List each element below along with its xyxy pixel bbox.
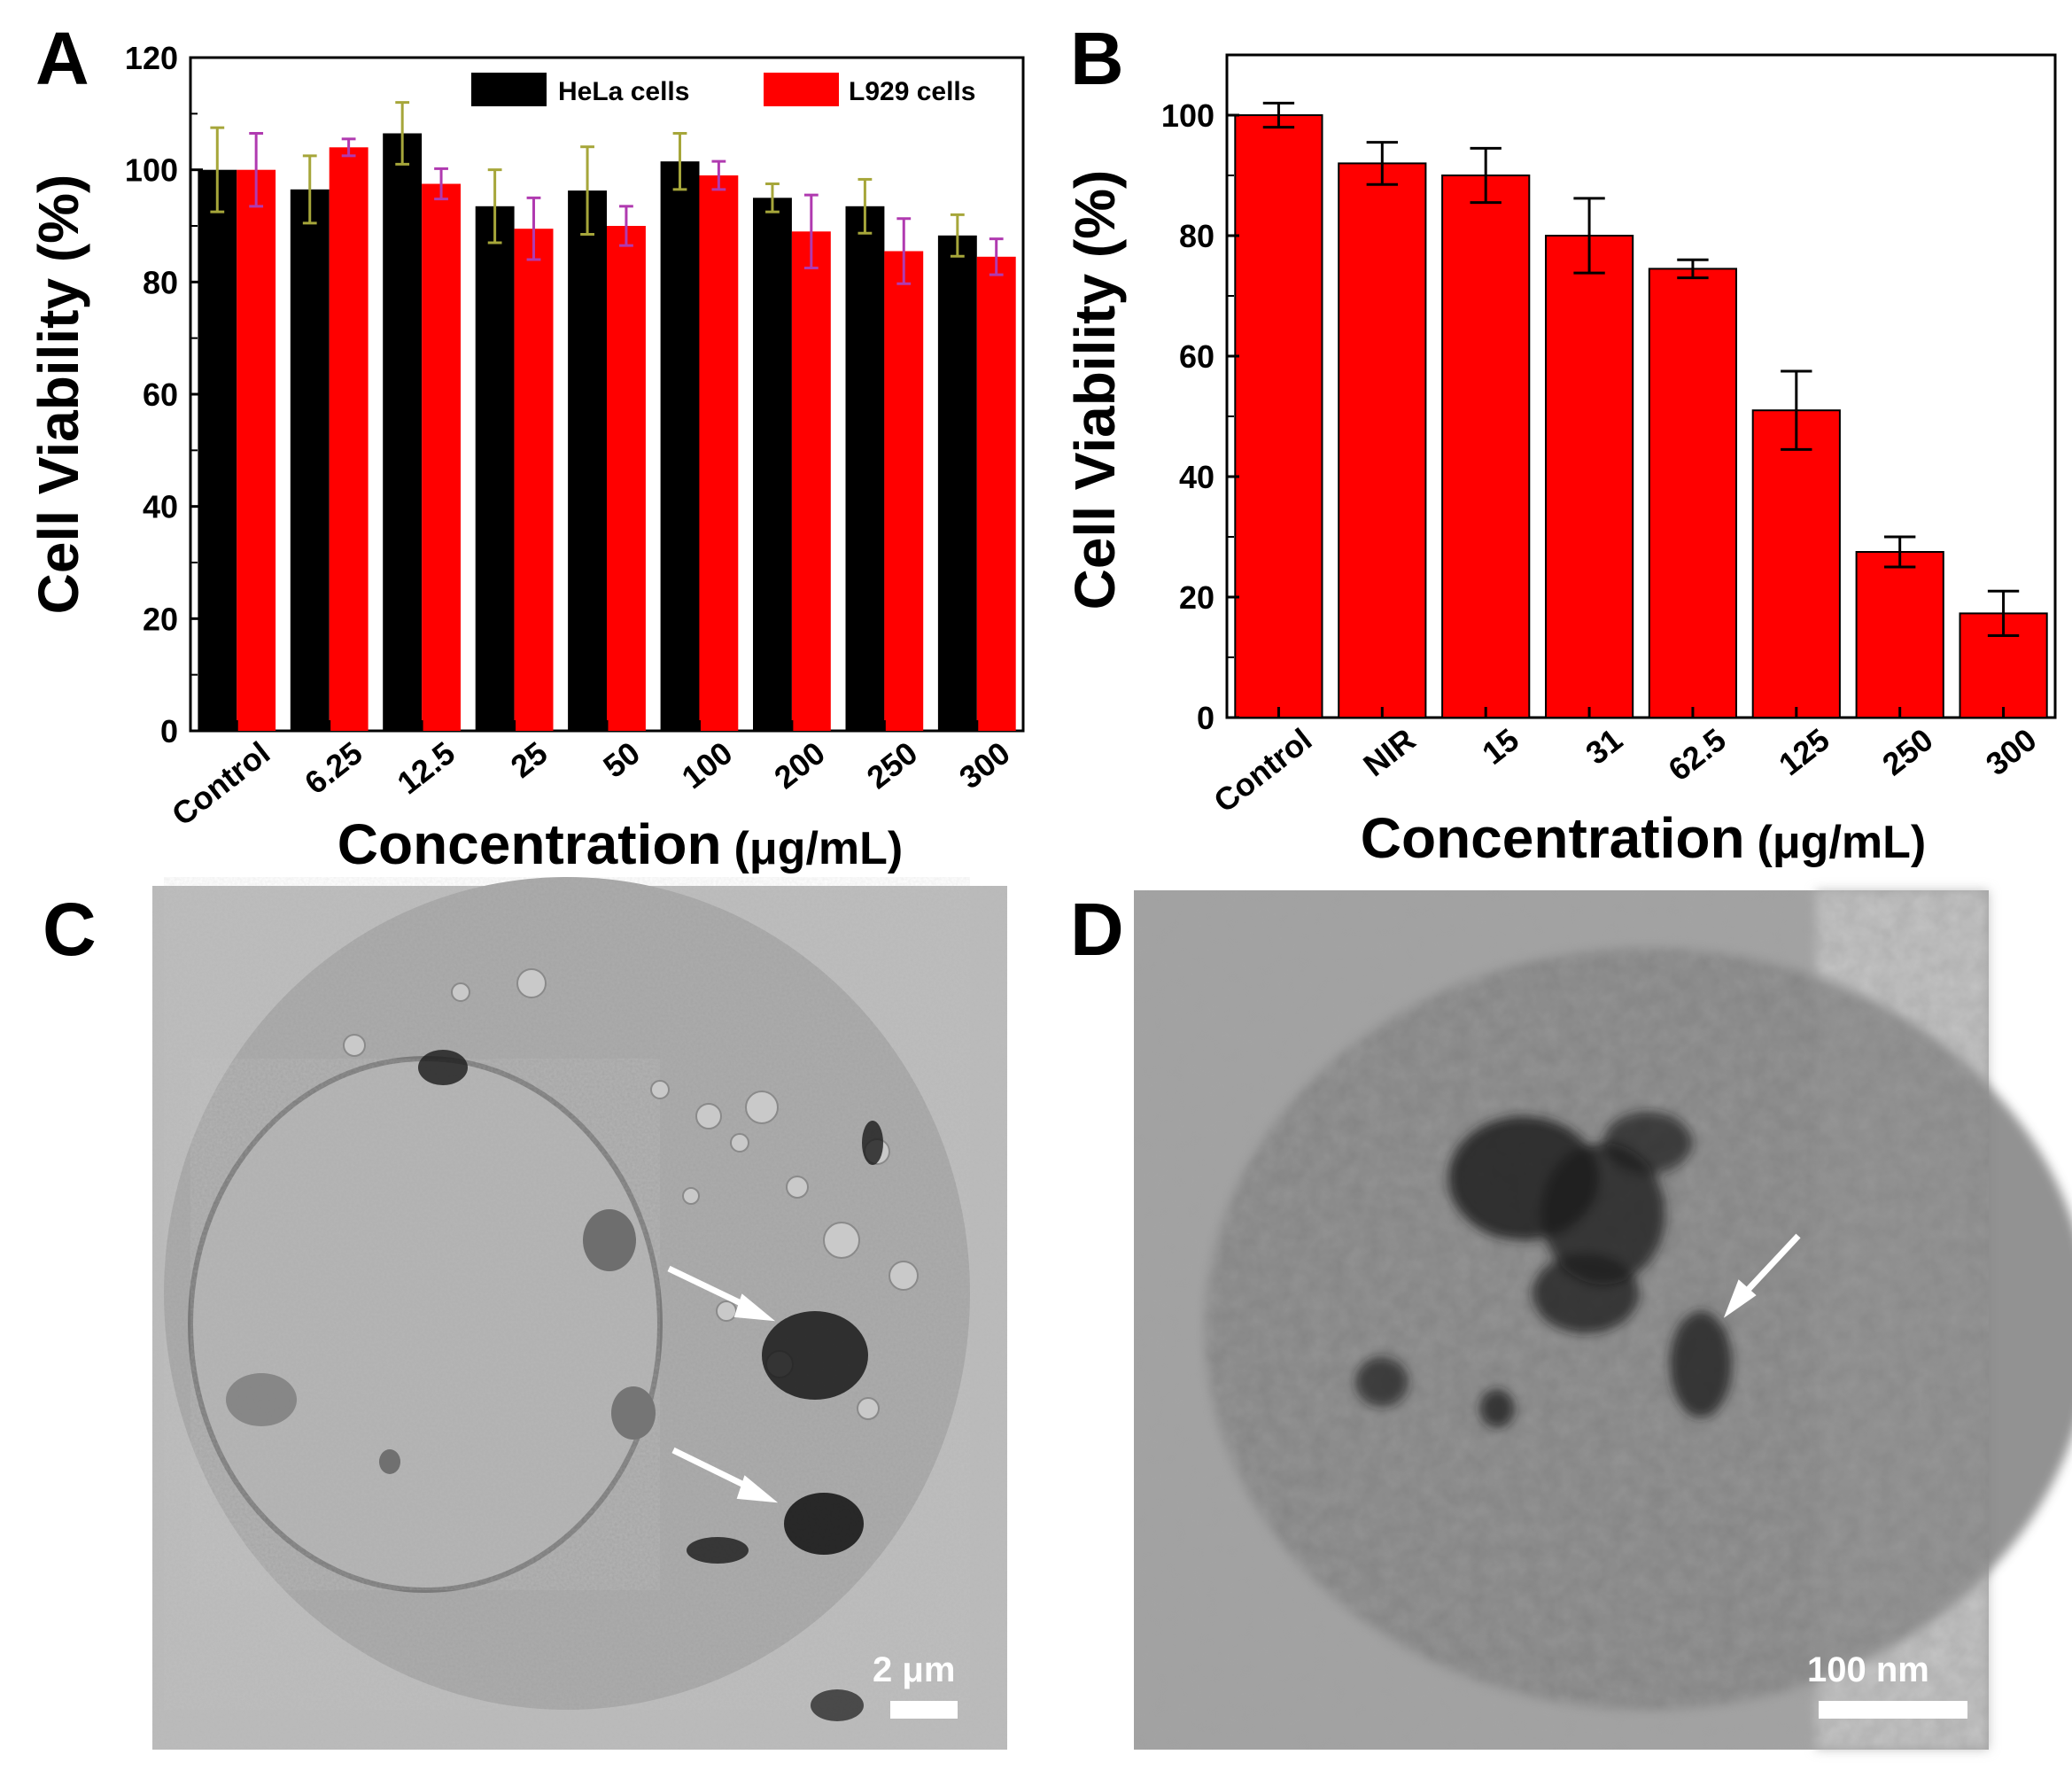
panel-d-letter: D <box>1070 888 1124 971</box>
legend-label-l929: L929 cells <box>849 77 975 106</box>
scale-bar-d <box>1819 1701 1967 1719</box>
bar-hela-cells-7 <box>845 206 885 732</box>
x-tick-label-3: 31 <box>1579 721 1629 772</box>
panel-a-x-axis-title-unit: (μg/mL) <box>734 823 904 874</box>
bar-series-1 <box>1338 162 1427 718</box>
bar-hela-cells-1 <box>290 189 330 732</box>
panel-a-bars <box>198 101 1016 732</box>
x-tick-label-7: 300 <box>1979 721 2044 782</box>
panel-a-letter: A <box>35 17 89 100</box>
panel-a-legend: HeLa cells L929 cells <box>471 73 975 106</box>
bar-l929-cells-2 <box>422 183 461 731</box>
bar-l929-cells-7 <box>884 251 924 731</box>
legend-swatch-hela <box>471 73 547 106</box>
panel-a-x-axis-title: Concentration (μg/mL) <box>338 812 903 876</box>
x-tick-label-5: 125 <box>1772 721 1836 782</box>
arrow-icon <box>667 1265 776 1322</box>
panel-d-tem-micrograph: D 100 nm <box>1070 888 2072 1750</box>
panel-a-x-axis-title-main: Concentration <box>338 812 722 876</box>
bar-l929-cells-1 <box>329 147 369 732</box>
legend-label-hela: HeLa cells <box>558 77 689 106</box>
y-tick-label-2: 40 <box>1179 459 1214 495</box>
x-tick-label-2: 12.5 <box>391 734 462 801</box>
x-tick-label-1: 6.25 <box>298 734 369 801</box>
arrow-icon <box>671 1447 779 1503</box>
arrow-icon <box>1723 1233 1801 1318</box>
bar-l929-cells-5 <box>699 175 739 731</box>
bar-hela-cells-8 <box>937 235 977 731</box>
panel-c-letter: C <box>43 888 97 971</box>
panel-b-y-axis: 0 20 40 60 80 100 <box>1161 97 1239 736</box>
panel-b-bar-chart: 0 20 40 60 80 100 Control NIR 15 31 62.5 125 250 300… <box>1063 17 2057 870</box>
y-tick-label-6: 120 <box>125 40 178 76</box>
bar-series-4 <box>1648 268 1738 718</box>
micrograph-c-image: 2 μm <box>152 877 1007 1750</box>
panel-c-tem-micrograph: C <box>43 877 1007 1750</box>
panel-b-x-axis-title: Concentration (μg/mL) <box>1361 806 1926 870</box>
x-tick-label-2: 15 <box>1475 721 1525 772</box>
y-tick-label-5: 100 <box>1161 97 1214 134</box>
x-tick-label-5: 100 <box>675 734 740 796</box>
panel-b-y-axis-title: Cell Viability (%) <box>1063 170 1127 610</box>
bar-hela-cells-0 <box>198 169 237 731</box>
y-tick-label-3: 60 <box>1179 338 1214 375</box>
y-tick-label-0: 0 <box>1197 700 1214 736</box>
panel-b-bars <box>1234 101 2048 719</box>
x-tick-label-3: 25 <box>504 734 555 785</box>
bar-hela-cells-6 <box>753 198 792 732</box>
x-tick-label-7: 250 <box>860 734 925 796</box>
panel-a-y-axis: 0 20 40 60 80 100 120 <box>125 40 203 749</box>
x-tick-label-6: 200 <box>767 734 832 796</box>
micrograph-d-image: 100 nm <box>1134 890 2072 1750</box>
panel-b-x-axis-title-main: Concentration <box>1361 806 1745 870</box>
y-tick-label-4: 80 <box>143 264 178 300</box>
y-tick-label-1: 20 <box>1179 579 1214 616</box>
y-tick-label-0: 0 <box>160 713 178 749</box>
y-tick-label-5: 100 <box>125 152 178 189</box>
scale-bar-label-d: 100 nm <box>1807 1650 1929 1689</box>
panel-b-plot-frame <box>1225 53 2057 719</box>
bar-l929-cells-4 <box>607 226 646 731</box>
scale-bar-label-c: 2 μm <box>873 1650 955 1689</box>
scale-bar-c <box>890 1701 958 1719</box>
bar-hela-cells-3 <box>475 206 515 732</box>
y-tick-label-3: 60 <box>143 377 178 413</box>
x-tick-label-0: Control <box>1207 721 1318 819</box>
bar-hela-cells-5 <box>660 161 700 731</box>
x-tick-label-1: NIR <box>1356 721 1422 783</box>
panel-b-letter: B <box>1070 17 1124 100</box>
bar-l929-cells-6 <box>791 231 831 731</box>
panel-b-x-axis-title-unit: (μg/mL) <box>1758 817 1927 868</box>
bar-l929-cells-0 <box>237 169 276 731</box>
x-tick-label-4: 50 <box>596 734 647 785</box>
bar-l929-cells-3 <box>514 229 554 731</box>
bar-series-0 <box>1234 114 1323 718</box>
x-tick-label-0: Control <box>165 734 276 833</box>
x-tick-label-4: 62.5 <box>1661 721 1732 788</box>
y-tick-label-1: 20 <box>143 601 178 637</box>
bar-hela-cells-2 <box>383 133 423 731</box>
bar-hela-cells-4 <box>568 190 607 732</box>
bar-l929-cells-8 <box>976 256 1016 731</box>
y-tick-label-2: 40 <box>143 489 178 525</box>
x-tick-label-8: 300 <box>952 734 1017 796</box>
legend-swatch-l929 <box>764 73 839 106</box>
bar-series-3 <box>1545 235 1634 718</box>
panel-a-y-axis-title: Cell Viability (%) <box>27 175 90 615</box>
bar-series-5 <box>1751 409 1841 718</box>
bar-series-2 <box>1441 175 1531 718</box>
bar-series-6 <box>1855 551 1944 718</box>
panel-b-x-axis: Control NIR 15 31 62.5 125 250 300 <box>1207 707 2043 819</box>
panel-a-bar-chart: 0 20 40 60 80 100 120 Control 6.25 12.5 25 50 100 20… <box>27 17 1025 876</box>
x-tick-label-6: 250 <box>1875 721 1940 782</box>
bar-series-7 <box>1959 612 2048 719</box>
y-tick-label-4: 80 <box>1179 218 1214 254</box>
